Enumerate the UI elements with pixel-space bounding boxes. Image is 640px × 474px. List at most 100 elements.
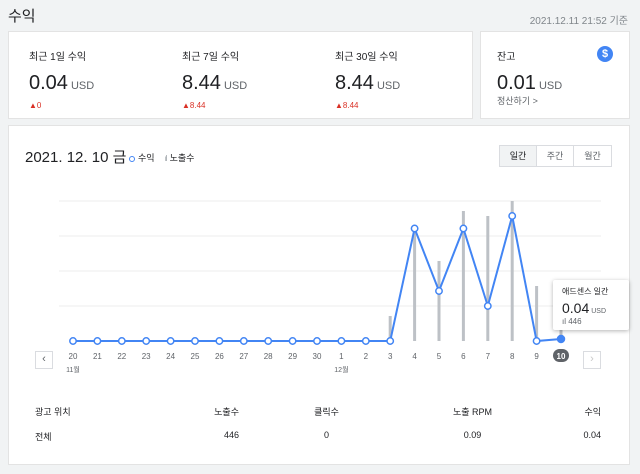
impression-bar [535,286,539,341]
legend-revenue[interactable]: 수익 [129,151,155,164]
revenue-point[interactable] [459,224,468,233]
stat-value: 8.44 USD [182,72,248,94]
x-tick-label[interactable]: 26 [215,352,224,361]
x-tick-label[interactable]: 9 [534,352,539,361]
x-tick-label[interactable]: 22 [117,352,126,361]
revenue-point[interactable] [239,337,248,345]
stat-30day: 최근 30일 수익 8.44 USD ▲8.44 [335,48,400,110]
x-tick-label[interactable]: 29 [288,352,297,361]
circle-icon [129,155,135,162]
period-daily-button[interactable]: 일간 [500,146,537,166]
impression-bar [437,261,441,341]
revenue-point[interactable] [215,337,224,345]
bar-icon: ıl [164,154,168,163]
stat-value: 0.01 USD [497,72,563,94]
bar-icon: ıl [562,317,569,326]
revenue-point[interactable] [386,337,395,345]
stat-value: 0.04 USD [29,72,95,94]
stat-delta: ▲0 [29,101,42,110]
table-cell: 전체 [35,432,52,442]
table-cell: 0.04 [583,430,601,440]
revenue-point[interactable] [508,212,517,220]
revenue-point[interactable] [69,337,77,345]
column-header[interactable]: 노출 RPM [452,407,493,417]
stat-delta: ▲8.44 [182,101,206,110]
impression-bar [559,321,563,341]
x-tick-label[interactable]: 10 [557,352,566,361]
revenue-point[interactable] [435,287,443,295]
timestamp: 2021.12.11 21:52 기준 [529,16,628,27]
month-label: 11월 [66,365,80,374]
column-header[interactable]: 광고 위치 [35,407,71,417]
impression-bar [510,201,514,341]
tooltip-title: 애드센스 일간 [562,287,609,296]
period-monthly-button[interactable]: 월간 [584,151,601,161]
impression-bar [413,231,417,341]
column-header[interactable]: 노출수 [214,407,239,417]
x-tick-label[interactable]: 24 [166,352,175,361]
x-tick-label[interactable]: 21 [93,352,102,361]
revenue-point[interactable] [556,334,566,344]
revenue-point[interactable] [117,337,126,345]
x-tick-label[interactable]: 1 [339,352,344,361]
settle-link[interactable]: 정산하기 > [497,96,538,106]
tooltip-impressions: ıl 446 [562,317,582,326]
x-tick-label[interactable]: 6 [461,352,466,361]
revenue-point[interactable] [166,337,175,345]
period-toggle: 일간 주간 월간 [499,145,612,167]
x-tick-label[interactable]: 3 [388,352,393,361]
stat-delta: ▲8.44 [335,101,359,110]
stat-label: 최근 1일 수익 [29,52,87,63]
x-tick-label[interactable]: 23 [142,352,151,361]
x-tick-label[interactable]: 27 [239,352,248,361]
revenue-point[interactable] [142,337,151,345]
revenue-point[interactable] [337,337,346,345]
selected-day-marker [553,349,569,362]
revenue-point[interactable] [264,337,273,345]
month-label: 12월 [334,365,348,374]
stat-balance: 잔고 0.01 USD [497,48,562,95]
stat-1day: 최근 1일 수익 0.04 USD ▲0 [29,48,94,110]
revenue-point[interactable] [483,302,492,310]
legend-impressions[interactable]: ıl 노출수 [164,153,195,163]
balance-card: 잔고 0.01 USD $ 정산하기 > [480,31,630,119]
dollar-icon[interactable]: $ [597,46,613,62]
x-tick-label[interactable]: 20 [69,352,78,361]
revenue-point[interactable] [361,337,370,345]
stat-label: 최근 7일 수익 [182,52,240,63]
x-tick-label[interactable]: 7 [486,352,491,361]
stat-label: 잔고 [497,52,516,63]
impression-bar [388,316,392,341]
stat-7day: 최근 7일 수익 8.44 USD ▲8.44 [182,48,247,110]
x-tick-label[interactable]: 5 [437,352,442,361]
tooltip-value: 0.04 USD [562,300,607,316]
x-tick-label[interactable]: 28 [264,352,273,361]
summary-card: 최근 1일 수익 0.04 USD ▲0 최근 7일 수익 8.44 USD ▲8.… [8,31,473,119]
table-cell: 446 [223,430,239,440]
revenue-point[interactable] [288,337,297,345]
x-tick-label[interactable]: 25 [191,352,200,361]
chevron-left-icon[interactable]: ‹ [35,351,53,369]
x-tick-label[interactable]: 30 [313,352,322,361]
revenue-point[interactable] [93,337,102,345]
column-header[interactable]: 클릭수 [314,407,339,417]
x-tick-label[interactable]: 2 [364,352,369,361]
chart-legend: 수익 ıl 노출수 [129,151,194,164]
period-weekly-button[interactable]: 주간 [537,146,574,166]
stat-label: 최근 30일 수익 [335,52,398,63]
table-cell: 0 [323,430,329,440]
table-cell: 0.09 [463,430,482,440]
revenue-point[interactable] [410,224,419,233]
x-tick-label[interactable]: 4 [412,352,417,361]
chart-date: 2021. 12. 10 금 [25,149,127,166]
chevron-right-icon[interactable]: › [583,351,601,369]
page-title: 수익 [8,8,36,25]
revenue-point[interactable] [532,337,541,345]
chart-tooltip: 애드센스 일간 0.04 USD ıl 446 [553,280,629,330]
x-tick-label[interactable]: 8 [510,352,515,361]
revenue-point[interactable] [313,337,321,345]
chart-card: 20 21 22 23 24 25 26 27 28 29 30 1 2 3 4 5 6 7 8 9 10 11월 12월 … [8,125,630,465]
column-header[interactable]: 수익 [584,407,601,417]
revenue-point[interactable] [191,337,199,345]
